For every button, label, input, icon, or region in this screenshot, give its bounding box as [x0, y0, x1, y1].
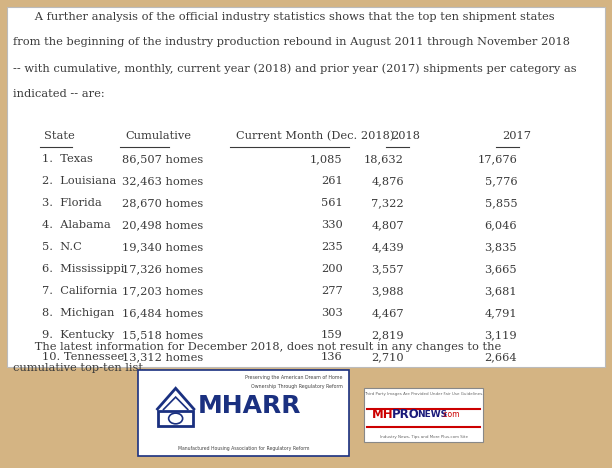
Text: 303: 303 — [321, 308, 343, 318]
Text: Current Month (Dec. 2018): Current Month (Dec. 2018) — [236, 131, 394, 141]
Text: 3,835: 3,835 — [485, 242, 517, 252]
Text: 20,498 homes: 20,498 homes — [122, 220, 204, 230]
Text: MHARR: MHARR — [198, 394, 302, 418]
Text: cumulative top-ten list.: cumulative top-ten list. — [13, 363, 147, 373]
Text: 4.  Alabama: 4. Alabama — [42, 220, 110, 230]
Text: 6.  Mississippi: 6. Mississippi — [42, 264, 124, 274]
Text: -- with cumulative, monthly, current year (2018) and prior year (2017) shipments: -- with cumulative, monthly, current yea… — [13, 63, 577, 74]
Text: NEWS: NEWS — [417, 410, 447, 419]
Text: 3.  Florida: 3. Florida — [42, 198, 102, 208]
Text: Industry News, Tips and More Plus.com Site: Industry News, Tips and More Plus.com Si… — [380, 434, 468, 439]
Text: Ownership Through Regulatory Reform: Ownership Through Regulatory Reform — [251, 384, 343, 389]
Text: 3,988: 3,988 — [371, 286, 404, 296]
Text: 8.  Michigan: 8. Michigan — [42, 308, 114, 318]
Text: MH: MH — [371, 408, 393, 421]
Text: 16,484 homes: 16,484 homes — [122, 308, 204, 318]
Text: 1,085: 1,085 — [310, 154, 343, 164]
Text: 200: 200 — [321, 264, 343, 274]
Text: 5,776: 5,776 — [485, 176, 517, 186]
Text: 15,518 homes: 15,518 homes — [122, 330, 204, 340]
Text: 13,312 homes: 13,312 homes — [122, 352, 204, 362]
Text: 3,681: 3,681 — [485, 286, 517, 296]
Text: 9.  Kentucky: 9. Kentucky — [42, 330, 114, 340]
Text: 86,507 homes: 86,507 homes — [122, 154, 204, 164]
FancyBboxPatch shape — [138, 370, 349, 456]
Text: 18,632: 18,632 — [364, 154, 404, 164]
Text: 261: 261 — [321, 176, 343, 186]
Text: Cumulative: Cumulative — [125, 131, 192, 141]
Text: 4,807: 4,807 — [371, 220, 404, 230]
Text: 19,340 homes: 19,340 homes — [122, 242, 204, 252]
Text: 2,664: 2,664 — [485, 352, 517, 362]
Text: 4,439: 4,439 — [371, 242, 404, 252]
Text: 5.  N.C: 5. N.C — [42, 242, 81, 252]
Text: 2,710: 2,710 — [371, 352, 404, 362]
FancyBboxPatch shape — [364, 388, 483, 442]
Text: 7.  California: 7. California — [42, 286, 117, 296]
Text: 2018: 2018 — [392, 131, 420, 141]
Text: 6,046: 6,046 — [485, 220, 517, 230]
Text: 235: 235 — [321, 242, 343, 252]
Text: 28,670 homes: 28,670 homes — [122, 198, 204, 208]
Text: indicated -- are:: indicated -- are: — [13, 89, 105, 99]
Text: 1.  Texas: 1. Texas — [42, 154, 92, 164]
Text: 159: 159 — [321, 330, 343, 340]
FancyBboxPatch shape — [158, 411, 193, 426]
Text: 2,819: 2,819 — [371, 330, 404, 340]
Text: 330: 330 — [321, 220, 343, 230]
Text: 2017: 2017 — [502, 131, 531, 141]
Text: Third Party Images Are Provided Under Fair Use Guidelines.: Third Party Images Are Provided Under Fa… — [364, 392, 483, 396]
Text: 3,119: 3,119 — [485, 330, 517, 340]
Text: 3,557: 3,557 — [371, 264, 404, 274]
Text: 4,876: 4,876 — [371, 176, 404, 186]
Text: 4,467: 4,467 — [371, 308, 404, 318]
Text: 17,676: 17,676 — [477, 154, 517, 164]
Text: 5,855: 5,855 — [485, 198, 517, 208]
Text: .com: .com — [441, 410, 459, 419]
Text: 32,463 homes: 32,463 homes — [122, 176, 204, 186]
Text: 10. Tennessee: 10. Tennessee — [42, 352, 124, 362]
Text: 136: 136 — [321, 352, 343, 362]
Text: PRO: PRO — [392, 408, 420, 421]
FancyBboxPatch shape — [7, 7, 605, 367]
Text: The latest information for December 2018, does not result in any changes to the: The latest information for December 2018… — [13, 342, 502, 351]
Text: 561: 561 — [321, 198, 343, 208]
Text: 7,322: 7,322 — [371, 198, 404, 208]
Text: A further analysis of the official industry statistics shows that the top ten sh: A further analysis of the official indus… — [13, 12, 555, 22]
Text: 3,665: 3,665 — [485, 264, 517, 274]
Text: State: State — [44, 131, 75, 141]
Text: 17,326 homes: 17,326 homes — [122, 264, 204, 274]
Text: 4,791: 4,791 — [485, 308, 517, 318]
Text: Manufactured Housing Association for Regulatory Reform: Manufactured Housing Association for Reg… — [177, 446, 309, 451]
Text: 17,203 homes: 17,203 homes — [122, 286, 204, 296]
Text: from the beginning of the industry production rebound in August 2011 through Nov: from the beginning of the industry produ… — [13, 37, 570, 47]
Text: Preserving the American Dream of Home: Preserving the American Dream of Home — [245, 375, 343, 380]
Text: 2.  Louisiana: 2. Louisiana — [42, 176, 116, 186]
Text: 277: 277 — [321, 286, 343, 296]
